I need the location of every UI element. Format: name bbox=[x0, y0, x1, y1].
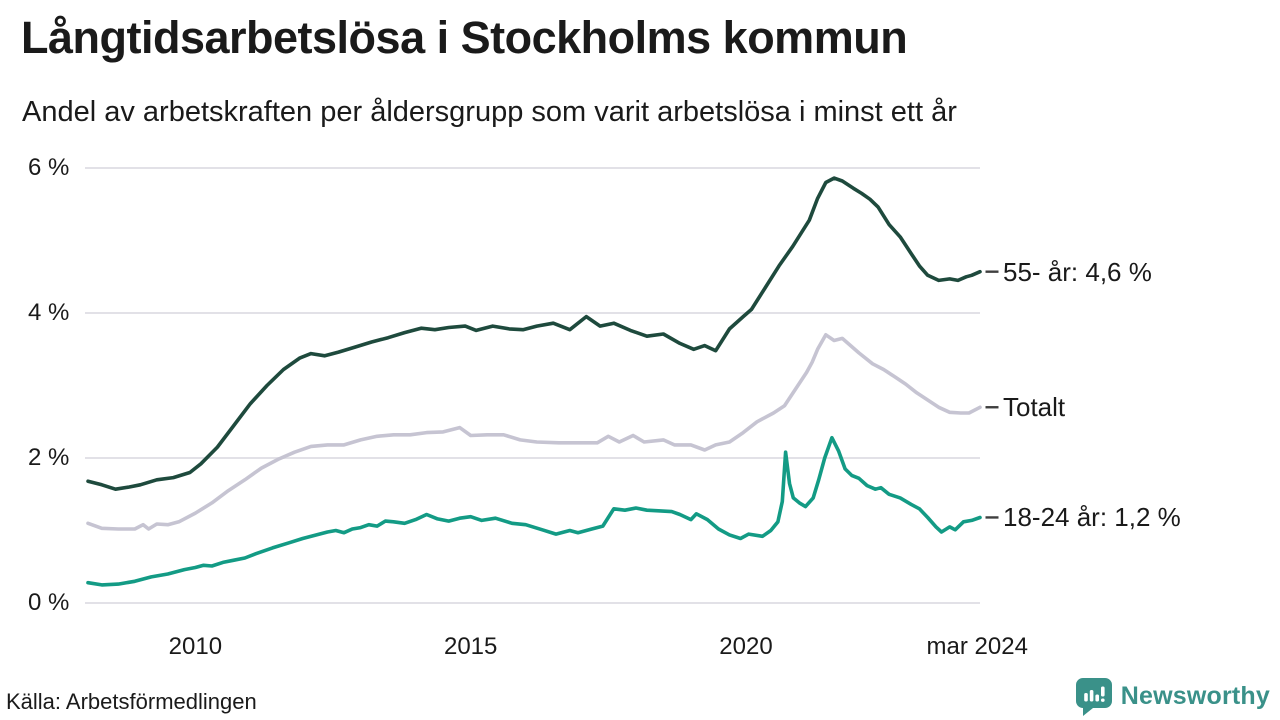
x-axis-tick-mar-2024: mar 2024 bbox=[926, 633, 1028, 660]
series-line-Totalt bbox=[86, 332, 982, 531]
newsworthy-chart-bubble-icon bbox=[1075, 678, 1112, 716]
newsworthy-wordmark: Newsworthy bbox=[1120, 682, 1270, 710]
chart-subtitle: Andel av arbetskraften per åldersgrupp s… bbox=[22, 96, 957, 128]
series-label-55-ar: 55- år: 4,6 % bbox=[1003, 256, 1152, 287]
y-axis-tick-4: 4 % bbox=[28, 299, 70, 326]
y-axis-tick-6: 6 % bbox=[28, 154, 70, 181]
x-axis-tick-2015: 2015 bbox=[443, 633, 498, 660]
y-axis-tick-2: 2 % bbox=[28, 444, 70, 471]
series-line-18-24-r bbox=[86, 435, 982, 587]
page-title: Långtidsarbetslösa i Stockholms kommun bbox=[21, 12, 908, 63]
series-line-55-r bbox=[86, 176, 982, 492]
newsworthy-logo[interactable]: Newsworthy bbox=[1074, 676, 1270, 717]
y-axis-tick-0: 0 % bbox=[28, 589, 70, 616]
x-axis-tick-2020: 2020 bbox=[719, 633, 773, 660]
series-label-totalt: Totalt bbox=[1003, 392, 1066, 423]
x-axis-tick-2010: 2010 bbox=[168, 633, 223, 660]
series-label-18-24-ar: 18-24 år: 1,2 % bbox=[1003, 502, 1181, 533]
source-attribution: Källa: Arbetsförmedlingen bbox=[6, 689, 257, 714]
